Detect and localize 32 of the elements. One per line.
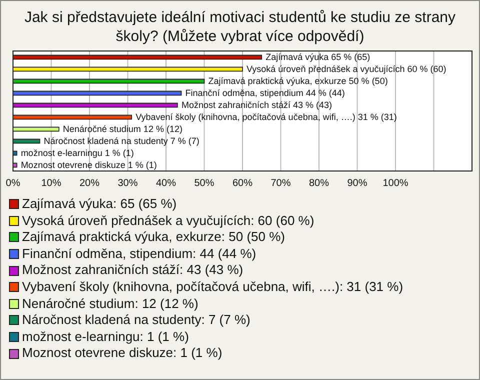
x-tick-label: 100%: [382, 178, 408, 190]
data-label: možnost e-learningu 1 % (1): [20, 148, 134, 158]
text: Zajímavá praktická výuka, exkurze: 50 (50 %): [22, 229, 285, 246]
chart-title: Jak si představujete ideální motivaci studentů ke studiu ze strany školy? (Můžete vybrat více odpovědí): [23, 8, 457, 46]
x-tick-label: 90%: [347, 178, 368, 190]
text: Náročnost kladená na studenty: 7 (7 %): [22, 312, 250, 329]
data-label: Vybavení školy (knihovna, počítačová učebna, wifi, ….) 31 % (31): [136, 112, 397, 122]
data-label: Moznost otevrene diskuze 1 % (1): [20, 160, 157, 170]
data-label: Náročnost kladená na studenty 7 % (7): [44, 136, 200, 146]
data-label: Finanční odměna, stipendium 44 % (44): [185, 88, 345, 98]
text: Nenáročné studium: 12 (12 %): [22, 296, 198, 312]
text: možnost e-learningu: 1 (1 %): [22, 328, 189, 346]
x-tick-label: 10%: [41, 178, 62, 190]
x-tick-label: 30%: [118, 178, 138, 190]
text: Finanční odměna, stipendium: 44 (44 %): [22, 246, 256, 262]
data-label: Možnost zahraničních stáží 43 % (43): [181, 100, 332, 110]
text: Vysoká úroveň přednášek a vyučujících: 60 (60 %): [22, 212, 314, 230]
x-tick-label: 80%: [308, 178, 330, 190]
x-tick-label: 40%: [156, 178, 176, 190]
x-tick-label: 70%: [270, 178, 291, 190]
data-label: Zajímavá výuka 65 % (65): [266, 52, 370, 62]
data-label: Vysoká úroveň přednášek a vyučujících 60 % (60): [246, 64, 446, 74]
data-label: Zajímavá praktická výuka, exkurze 50 % (50): [208, 76, 388, 86]
x-tick-label: 0%: [6, 178, 20, 190]
data-label: Nenáročné studium 12 % (12): [62, 124, 182, 134]
x-tick-label: 50%: [194, 178, 214, 190]
text: Možnost zahraničních stáží: 43 (43 %): [22, 262, 244, 279]
x-tick-label: 60%: [232, 178, 253, 190]
text: Vybavení školy (knihovna, počítačová učebna, wifi, ….): 31 (31 %): [22, 278, 404, 296]
x-tick-label: 20%: [79, 178, 100, 190]
text: Moznost otevrene diskuze: 1 (1 %): [22, 345, 222, 362]
text: Zajímavá výuka: 65 (65 %): [22, 196, 177, 213]
